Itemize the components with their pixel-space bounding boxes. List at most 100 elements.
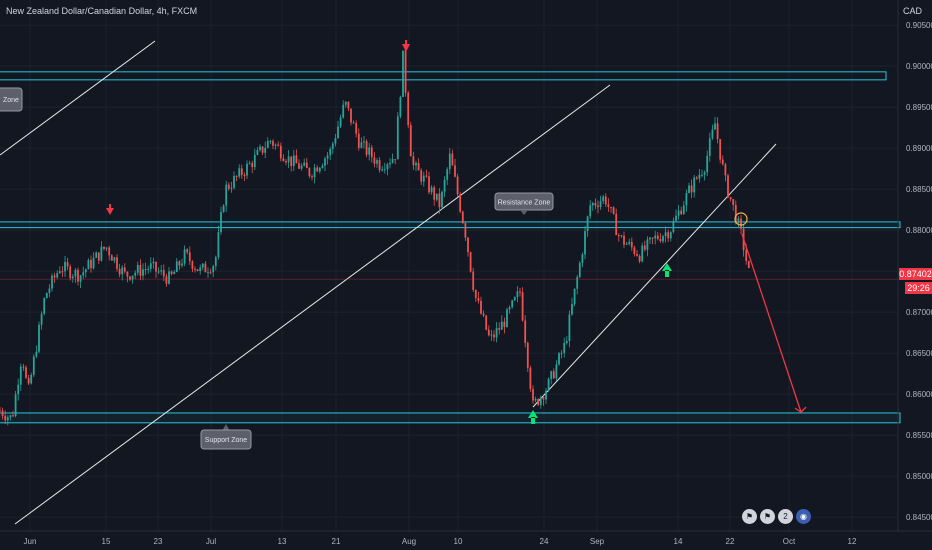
candle-body (329, 149, 332, 156)
candle-body (324, 158, 326, 166)
candle-body (747, 260, 750, 268)
candle-body (571, 304, 573, 315)
projection-arrow (741, 233, 807, 413)
candle-body (183, 249, 186, 264)
candle-body (162, 270, 165, 277)
candle-body (14, 394, 17, 417)
candle-body (248, 163, 251, 165)
candle-body (508, 307, 511, 310)
candle-body (136, 265, 139, 273)
candle-body (368, 147, 371, 155)
candle-body (214, 257, 217, 267)
candle-body (204, 263, 207, 273)
candle-body (638, 255, 641, 262)
candle-body (506, 309, 508, 328)
candle-body (526, 342, 529, 368)
candle-body (662, 236, 664, 242)
candle-body (357, 133, 360, 148)
candle-body (568, 314, 571, 341)
candle-body (591, 202, 594, 206)
candle-body (168, 271, 170, 284)
bar-countdown-tag: 29:26 (905, 282, 932, 294)
candle-body (443, 179, 446, 192)
candle-body (685, 192, 688, 206)
candle-body (490, 334, 493, 336)
partial-zone-callout[interactable]: Zone (0, 87, 23, 112)
flag-icon[interactable]: ⚑ (760, 509, 775, 524)
candle-body (305, 162, 308, 169)
time-tick-label: 21 (332, 537, 341, 546)
candle-body (565, 340, 568, 343)
candle-body (290, 156, 293, 167)
candle-body (688, 185, 690, 193)
candle-body (534, 398, 537, 401)
candle-body (27, 377, 30, 384)
event-count-badge[interactable]: 2 (778, 509, 793, 524)
candle-body (422, 175, 425, 182)
candle-body (43, 298, 46, 314)
arrow-up-icon (528, 410, 538, 424)
candle-body (22, 366, 25, 368)
candle-body (53, 275, 56, 278)
time-tick-label: 24 (540, 537, 549, 546)
zone-support (0, 412, 901, 424)
candle-body (121, 267, 124, 275)
candle-body (643, 245, 646, 250)
candle-body (292, 155, 295, 167)
candle-body (191, 261, 194, 269)
candle-body (139, 265, 142, 276)
candle-body (360, 142, 363, 148)
price-tick-label: 0.84500 (906, 513, 932, 522)
candle-body (118, 268, 121, 275)
flag-icon[interactable]: ⚑ (742, 509, 757, 524)
candle-body (243, 174, 246, 176)
candle-body (272, 140, 274, 146)
event-icons[interactable]: ⚑ ⚑ 2 ◉ (742, 509, 811, 524)
candle-body (721, 159, 724, 165)
partial-zone-label: Zone (3, 97, 19, 104)
candle-body (352, 122, 355, 124)
candle-body (617, 235, 620, 237)
candle-body (240, 168, 243, 175)
candle-body (152, 261, 155, 264)
candle-body (0, 410, 1, 412)
candle-body (589, 205, 592, 217)
arrow-up-icon (662, 263, 672, 277)
candle-body (66, 262, 69, 267)
candle-body (259, 146, 261, 151)
candle-body (711, 129, 714, 139)
trendline-support (532, 143, 777, 408)
candle-body (321, 165, 324, 168)
candle-body (516, 291, 519, 298)
candle-body (165, 276, 168, 284)
resistance-zone-callout[interactable]: Resistance Zone (494, 192, 554, 215)
candle-body (370, 147, 373, 158)
support-zone-callout[interactable]: Support Zone (200, 424, 252, 450)
candle-body (399, 96, 402, 117)
candle-body (233, 175, 235, 188)
candle-body (264, 148, 267, 153)
candle-body (654, 235, 657, 239)
candle-body (347, 101, 350, 109)
candle-body (474, 289, 477, 298)
candle-body (701, 174, 703, 176)
candle-body (238, 168, 241, 177)
candle-body (719, 139, 722, 160)
candle-body (194, 268, 196, 270)
globe-icon[interactable]: ◉ (796, 509, 811, 524)
candle-body (521, 292, 524, 321)
candle-body (407, 92, 410, 126)
candle-body (495, 328, 498, 338)
candle-body (675, 215, 677, 221)
time-tick-label: Oct (783, 537, 796, 546)
candle-body (82, 272, 85, 276)
candle-body (295, 155, 298, 164)
candle-body (581, 254, 584, 263)
candle-body (4, 416, 7, 421)
candle-body (90, 260, 92, 269)
candle-body (503, 321, 506, 328)
